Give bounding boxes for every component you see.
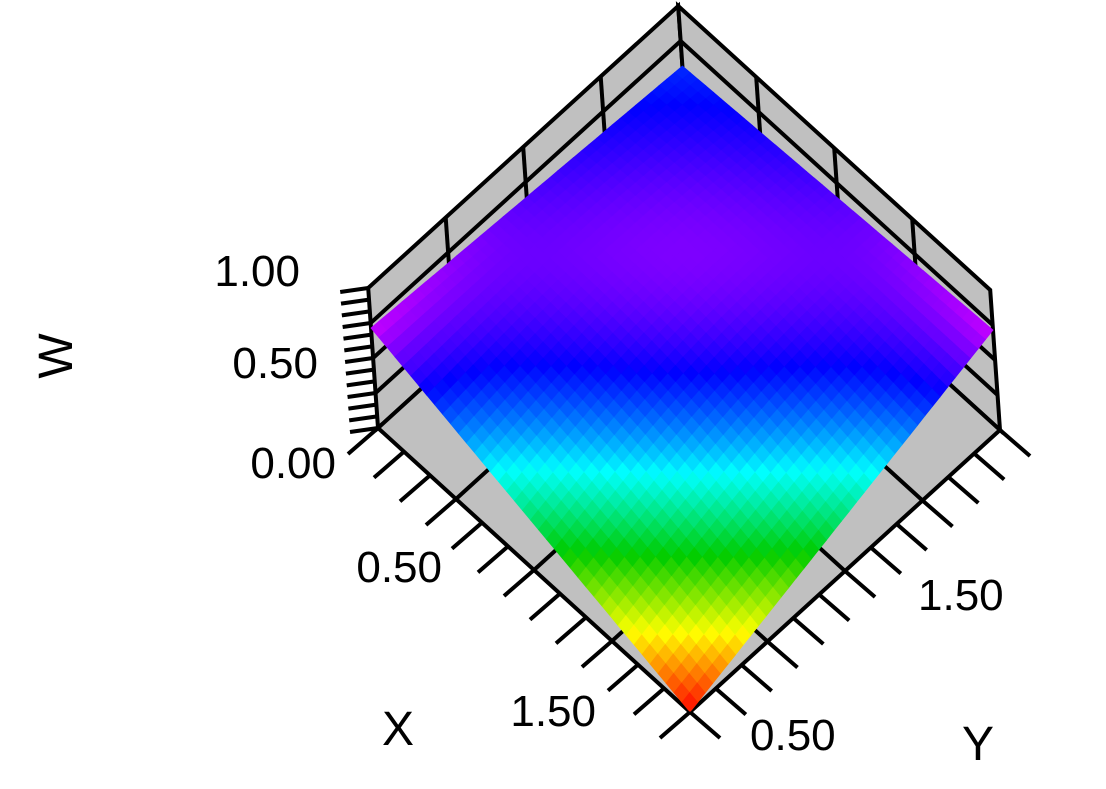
- w-tick: [348, 402, 377, 411]
- x-axis-title: X: [382, 703, 414, 756]
- w-tick: [340, 297, 370, 306]
- x-tick: [424, 497, 458, 527]
- w-tick: [344, 356, 374, 364]
- y-tick: [972, 451, 1006, 482]
- y-tick: [895, 522, 928, 552]
- z-axis-title: W: [30, 333, 83, 379]
- x-tick: [606, 663, 640, 693]
- w-tick: [346, 379, 376, 388]
- grid-line: [369, 39, 682, 325]
- y-tick: [766, 639, 799, 670]
- y-tick: [843, 569, 877, 599]
- y-tick: [947, 475, 980, 505]
- x-tick-label: 1.50: [510, 687, 596, 736]
- y-tick-label: 0.50: [750, 711, 836, 760]
- w-tick: [342, 321, 371, 329]
- x-tick: [398, 473, 432, 503]
- w-tick: [347, 391, 376, 399]
- x-tick: [476, 544, 510, 574]
- x-tick: [528, 592, 562, 622]
- surface-cell: [681, 692, 699, 713]
- y-tick-label: 1.50: [918, 571, 1004, 620]
- x-tick: [502, 568, 536, 598]
- x-tick: [372, 450, 406, 480]
- x-tick-label: 0.50: [356, 543, 442, 592]
- x-tick: [450, 521, 484, 551]
- w-tick: [344, 344, 373, 353]
- y-tick: [921, 498, 954, 529]
- grid-line: [679, 39, 994, 327]
- z-tick-label: 1.00: [214, 247, 300, 296]
- x-tick: [658, 710, 692, 740]
- y-tick: [714, 686, 748, 717]
- x-tick: [580, 639, 614, 669]
- w-tick: [345, 367, 375, 376]
- y-tick: [688, 710, 722, 740]
- x-tick: [346, 426, 380, 456]
- w-tick: [343, 332, 372, 341]
- y-tick: [998, 428, 1032, 458]
- z-tick-label: 0.50: [232, 339, 318, 388]
- x-tick: [632, 686, 666, 716]
- surface-mesh: [370, 65, 994, 713]
- y-tick: [740, 663, 773, 693]
- w-tick: [349, 426, 379, 434]
- x-tick: [554, 615, 588, 645]
- y-tick: [792, 616, 825, 646]
- z-tick-label: 0.00: [250, 439, 336, 488]
- y-tick: [869, 545, 903, 576]
- w-tick: [348, 414, 378, 423]
- y-axis-title: Y: [962, 718, 994, 771]
- w-tick: [339, 286, 369, 294]
- y-tick: [817, 592, 851, 623]
- w-tick: [341, 309, 371, 318]
- axis-ticks: [339, 286, 1032, 740]
